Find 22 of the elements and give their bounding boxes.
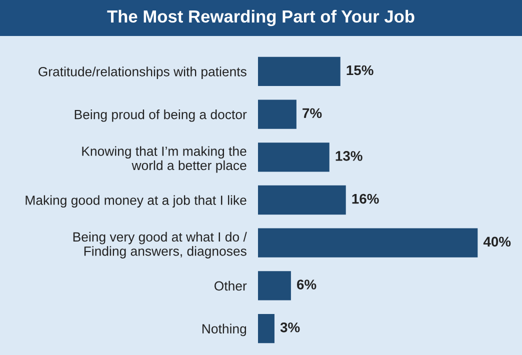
y-tick-label: Gratitude/relationships with patients (38, 66, 246, 79)
bar (258, 142, 330, 172)
data-label: 13% (336, 151, 362, 161)
data-label: 15% (346, 65, 374, 76)
bar (258, 228, 478, 258)
data-label: 6% (297, 280, 316, 290)
y-tick-label: Making good money at a job that I like (26, 195, 246, 208)
y-tick-label: Knowing that I’m making the world a better place (82, 146, 246, 173)
bar (258, 56, 340, 86)
chart-title: The Most Rewarding Part of Your Job (107, 10, 414, 26)
data-label: 3% (280, 322, 300, 332)
y-tick-label: Other (214, 280, 247, 291)
data-label: 40% (483, 236, 511, 247)
y-tick-label: Being proud of being a doctor (74, 110, 247, 122)
bar (258, 185, 346, 215)
bar (258, 314, 274, 344)
bar (258, 100, 296, 129)
y-tick-label: Nothing (202, 324, 246, 336)
data-label: 7% (302, 108, 322, 118)
y-tick-label: Being very good at what I do / Finding answers, diagnoses (73, 232, 247, 258)
bar (258, 271, 291, 300)
data-label: 16% (352, 194, 379, 204)
